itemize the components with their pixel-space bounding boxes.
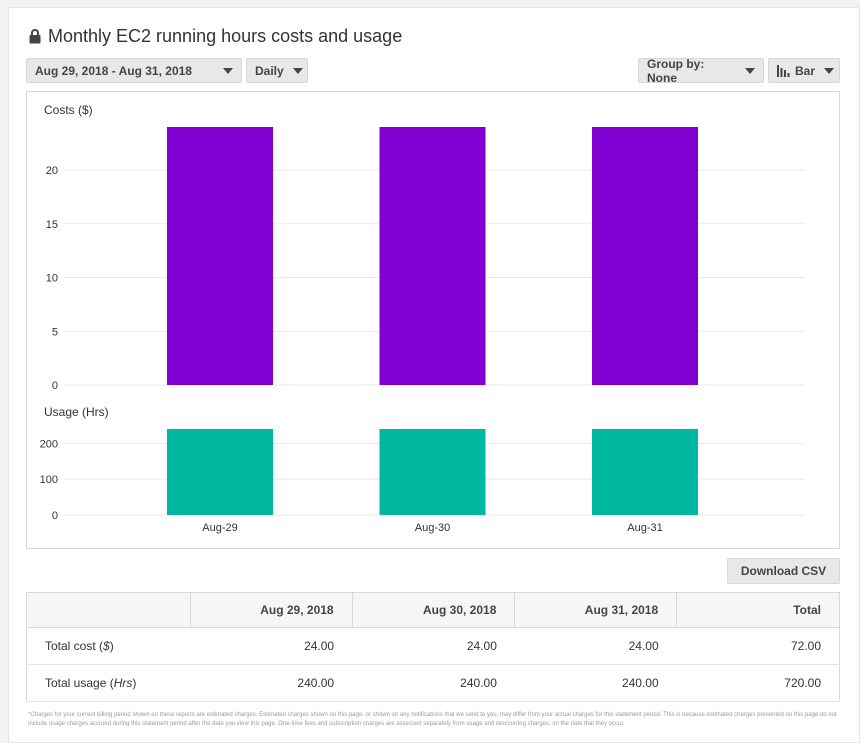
table-header-cell: Aug 31, 2018 (514, 592, 678, 628)
table-cell: 24.00 (352, 627, 515, 665)
table-cell: 720.00 (676, 664, 840, 702)
bar (167, 127, 273, 385)
y-tick-label: 200 (40, 438, 58, 450)
table-header-row: Aug 29, 2018 Aug 30, 2018 Aug 31, 2018 T… (26, 592, 840, 628)
table-cell: 24.00 (514, 627, 677, 665)
chevron-down-icon (223, 67, 233, 74)
chart-area: Costs ($) 0 5 10 15 20 Usage (Hrs) 0 100 200 Aug-2… (26, 91, 840, 549)
granularity-label: Daily (255, 63, 284, 78)
charts-svg: Costs ($) 0 5 10 15 20 Usage (Hrs) 0 100 200 Aug-2… (40, 103, 805, 534)
y-tick-label: 20 (46, 165, 58, 177)
y-tick-label: 0 (52, 510, 58, 522)
x-tick-label: Aug-29 (202, 522, 237, 534)
summary-table: Aug 29, 2018 Aug 30, 2018 Aug 31, 2018 T… (26, 592, 840, 702)
page-title: Monthly EC2 running hours costs and usag… (48, 25, 403, 46)
chart-type-label: Bar (795, 63, 816, 78)
table-cell: 240.00 (190, 664, 353, 702)
chevron-down-icon (824, 67, 835, 74)
y-tick-label: 10 (46, 273, 58, 285)
row-label: Total cost ($) (26, 627, 191, 665)
row-unit: Hrs (113, 676, 133, 690)
chevron-down-icon (745, 67, 755, 74)
table-header-cell: Total (676, 592, 840, 628)
bar (167, 429, 273, 515)
group-by-dropdown[interactable]: Group by: None (638, 56, 764, 85)
bar (379, 127, 486, 385)
bar (592, 127, 698, 385)
chart-type-dropdown[interactable]: Bar (768, 58, 840, 83)
report-header: Monthly EC2 running hours costs and usag… (28, 25, 402, 47)
date-range-dropdown[interactable]: Aug 29, 2018 - Aug 31, 2018 (26, 58, 242, 83)
table-row: Total cost ($) 24.00 24.00 24.00 72.00 (26, 627, 840, 665)
bar (592, 429, 698, 515)
x-tick-label: Aug-30 (415, 522, 450, 534)
table-header-cell: Aug 29, 2018 (189, 592, 353, 628)
table-header-cell: Aug 30, 2018 (351, 592, 516, 628)
table-cell: 240.00 (352, 664, 515, 702)
row-unit: $ (103, 639, 110, 653)
chart-title: Costs ($) (44, 103, 93, 117)
granularity-dropdown[interactable]: Daily (246, 58, 308, 83)
row-label-text: Total usage (45, 676, 110, 690)
date-range-label: Aug 29, 2018 - Aug 31, 2018 (35, 63, 192, 78)
table-row: Total usage (Hrs) 240.00 240.00 240.00 7… (26, 664, 840, 702)
group-by-label: Group by: None (647, 56, 705, 85)
x-tick-label: Aug-31 (627, 522, 662, 534)
table-cell: 24.00 (190, 627, 353, 665)
bar (379, 429, 486, 515)
chevron-down-icon (292, 67, 303, 74)
row-label-text: Total cost (45, 639, 100, 653)
row-label: Total usage (Hrs) (26, 664, 191, 702)
table-header-cell (26, 592, 191, 628)
y-tick-label: 0 (52, 380, 58, 392)
table-cell: 72.00 (676, 627, 840, 665)
y-tick-label: 5 (52, 326, 58, 338)
table-cell: 240.00 (514, 664, 677, 702)
y-tick-label: 100 (40, 474, 58, 486)
chart-title: Usage (Hrs) (44, 405, 109, 419)
bar-chart-icon (777, 64, 790, 77)
lock-icon (29, 29, 41, 44)
disclaimer-footnote: *Charges for your current billing period… (28, 712, 837, 727)
download-csv-button[interactable]: Download CSV (727, 558, 840, 584)
y-tick-label: 15 (46, 219, 58, 231)
